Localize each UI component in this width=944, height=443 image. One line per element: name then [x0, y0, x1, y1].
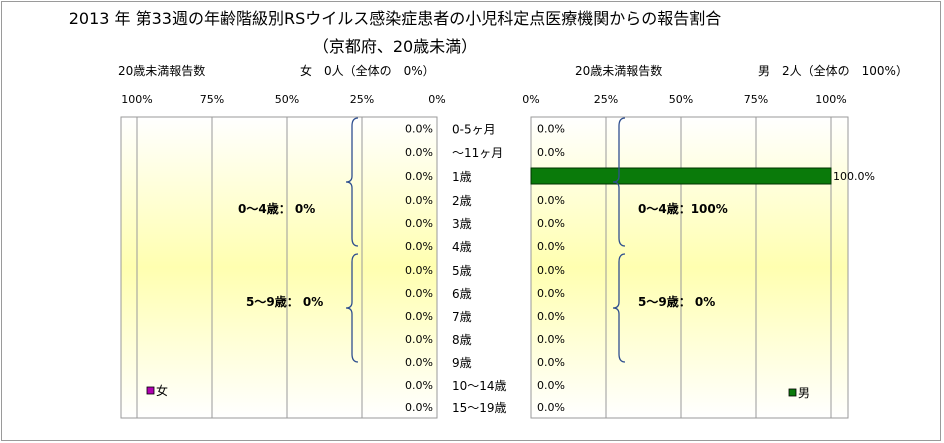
- left-x-tick-label: 50%: [275, 93, 299, 106]
- chart-title: 2013 年 第33週の年齢階級別RSウイルス感染症患者の小児科定点医療機関から…: [68, 9, 722, 28]
- legend-label-male: 男: [798, 386, 810, 400]
- right-group-annotation: 5～9歳： 0%: [638, 294, 715, 309]
- left-data-label: 0.0%: [405, 287, 433, 300]
- right-brace-5-9: [612, 253, 626, 363]
- right-count-label: 20歳未満報告数: [575, 64, 663, 78]
- left-data-label: 0.0%: [405, 401, 433, 414]
- right-group-annotation: 0～4歳：100%: [638, 201, 728, 216]
- left-x-tick-label: 25%: [350, 93, 374, 106]
- right-data-label: 0.0%: [537, 310, 565, 323]
- left-x-tick-label: 75%: [200, 93, 224, 106]
- right-data-label: 0.0%: [537, 287, 565, 300]
- right-data-label: 0.0%: [537, 264, 565, 277]
- left-group-annotation: 5～9歳： 0%: [246, 294, 323, 309]
- right-x-tick-label: 50%: [669, 93, 693, 106]
- right-data-label: 0.0%: [537, 379, 565, 392]
- left-x-tick-label: 100%: [121, 93, 152, 106]
- right-x-tick-label: 25%: [594, 93, 618, 106]
- right-data-label: 100.0%: [833, 170, 875, 183]
- right-x-tick-label: 75%: [744, 93, 768, 106]
- left-data-label: 0.0%: [405, 356, 433, 369]
- chart-subtitle: （京都府、20歳未満）: [312, 37, 478, 56]
- left-data-label: 0.0%: [405, 217, 433, 230]
- left-plot-background: [120, 116, 438, 419]
- right-data-label: 0.0%: [537, 194, 565, 207]
- left-data-label: 0.0%: [405, 170, 433, 183]
- left-group-annotation: 0～4歳： 0%: [238, 201, 315, 216]
- category-label: 7歳: [452, 310, 472, 324]
- right-data-label: 0.0%: [537, 240, 565, 253]
- category-label: 3歳: [452, 217, 472, 231]
- category-label: 1歳: [452, 170, 472, 184]
- category-label: 8歳: [452, 333, 472, 347]
- category-label: 15～19歳: [452, 401, 507, 415]
- right-x-tick-label: 100%: [815, 93, 846, 106]
- left-data-label: 0.0%: [405, 379, 433, 392]
- left-data-label: 0.0%: [405, 333, 433, 346]
- left-data-label: 0.0%: [405, 240, 433, 253]
- left-brace-5-9: [345, 253, 359, 363]
- left-data-label: 0.0%: [405, 194, 433, 207]
- left-data-label: 0.0%: [405, 264, 433, 277]
- category-label: 5歳: [452, 264, 472, 278]
- category-label: 0-5ヶ月: [452, 123, 496, 137]
- legend-swatch-female: [146, 386, 155, 395]
- left-data-label: 0.0%: [405, 310, 433, 323]
- category-label: 2歳: [452, 194, 472, 208]
- left-data-label: 0.0%: [405, 146, 433, 159]
- category-label: 10～14歳: [452, 379, 507, 393]
- right-data-label: 0.0%: [537, 123, 565, 136]
- right-summary: 男 2人（全体の 100%）: [758, 64, 908, 78]
- left-count-label: 20歳未満報告数: [118, 64, 206, 78]
- category-label: ～11ヶ月: [452, 146, 503, 160]
- right-data-label: 0.0%: [537, 333, 565, 346]
- legend-swatch-male: [788, 388, 797, 397]
- left-brace-0-4: [345, 117, 359, 247]
- right-data-label: 0.0%: [537, 217, 565, 230]
- right-data-label: 0.0%: [537, 401, 565, 414]
- category-label: 9歳: [452, 356, 472, 370]
- category-label: 6歳: [452, 287, 472, 301]
- right-plot-background: [530, 116, 849, 419]
- right-data-label: 0.0%: [537, 356, 565, 369]
- right-x-tick-label: 0%: [522, 93, 539, 106]
- left-summary: 女 0人（全体の 0%）: [300, 64, 435, 78]
- right-bar: [530, 167, 832, 185]
- right-brace-0-4: [612, 117, 626, 247]
- right-data-label: 0.0%: [537, 146, 565, 159]
- legend-label-female: 女: [156, 383, 168, 398]
- category-label: 4歳: [452, 240, 472, 254]
- left-x-tick-label: 0%: [428, 93, 445, 106]
- left-data-label: 0.0%: [405, 123, 433, 136]
